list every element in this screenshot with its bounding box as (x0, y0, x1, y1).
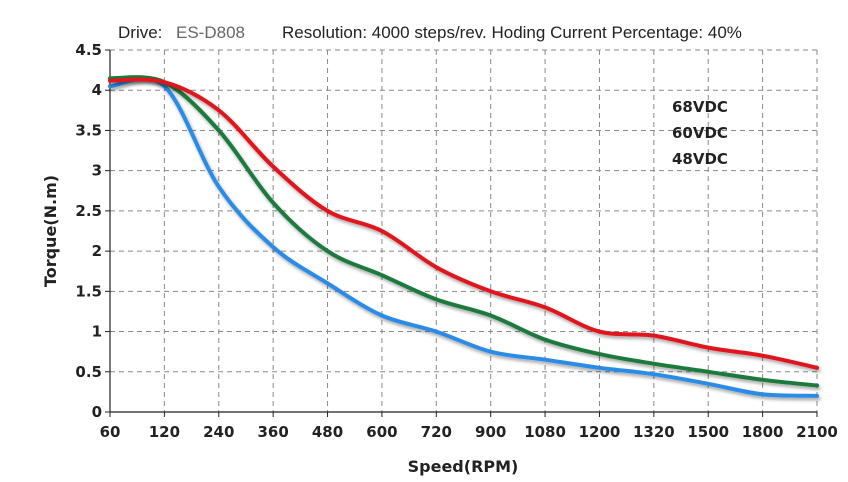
axes (105, 49, 818, 417)
x-tick-label: 240 (203, 423, 234, 441)
series-line-48vdc (108, 76, 819, 398)
drive-label: Drive: (118, 23, 162, 42)
x-tick-label: 480 (312, 423, 343, 441)
y-tick-label: 3.5 (75, 121, 102, 139)
y-tick-label: 1.5 (75, 282, 102, 300)
y-tick-label: 1 (92, 323, 102, 341)
legend-label-68vdc: 68VDC (672, 98, 728, 116)
series-line-60vdc (108, 75, 819, 388)
y-tick-label: 4.5 (75, 41, 102, 59)
y-tick-label: 2.5 (75, 202, 102, 220)
y-tick-label: 2 (92, 242, 102, 260)
resolution-text: Resolution: 4000 steps/rev. Hoding Curre… (282, 23, 742, 42)
y-tick-labels: 0 0.5 1 1.5 2 2.5 3 3.5 4 4.5 (75, 41, 102, 421)
x-tick-label: 1080 (524, 423, 566, 441)
legend-label-60vdc: 60VDC (672, 124, 728, 142)
x-tick-label: 2100 (796, 423, 838, 441)
legend: 68VDC 60VDC 48VDC (638, 98, 728, 168)
x-tick-label: 1320 (633, 423, 675, 441)
x-tick-label: 1200 (579, 423, 621, 441)
series-lines (108, 75, 819, 398)
x-tick-label: 60 (100, 423, 121, 441)
y-axis-label: Torque(N.m) (41, 175, 60, 287)
y-tick-label: 0 (92, 403, 102, 421)
x-tick-label: 900 (475, 423, 506, 441)
x-tick-label: 1800 (742, 423, 784, 441)
x-tick-label: 720 (421, 423, 452, 441)
series-line-68vdc (108, 77, 819, 370)
x-tick-label: 1500 (687, 423, 729, 441)
legend-label-48vdc: 48VDC (672, 150, 728, 168)
x-tick-label: 360 (257, 423, 288, 441)
y-tick-label: 3 (92, 162, 102, 180)
y-tick-label: 0.5 (75, 363, 102, 381)
x-axis-label: Speed(RPM) (408, 457, 519, 476)
x-tick-label: 120 (149, 423, 180, 441)
x-tick-label: 600 (366, 423, 397, 441)
drive-model: ES-D808 (176, 23, 245, 42)
x-tick-labels: 60 120 240 360 480 600 720 900 1080 1200 1320 1500 1… (100, 423, 838, 441)
y-tick-label: 4 (92, 81, 102, 99)
